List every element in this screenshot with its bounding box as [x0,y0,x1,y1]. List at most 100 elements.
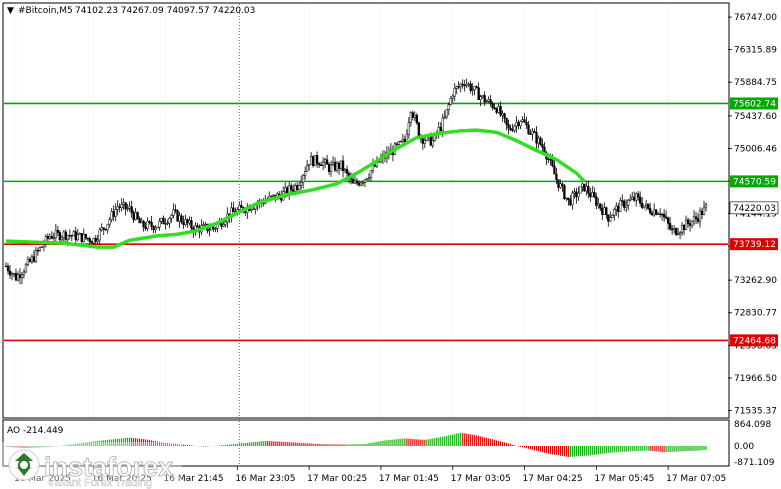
candle-body [515,122,518,127]
candle-body [296,185,299,190]
candle-body [668,223,672,230]
candle-body [607,214,610,222]
candle-body [126,208,129,210]
candle-body [439,127,442,131]
candle-body [222,224,225,227]
candle-body [553,165,556,175]
candle-body [451,95,454,99]
candle-body [581,183,584,188]
candle-body [14,273,18,281]
candle-body [100,227,103,231]
candle-body [593,192,596,197]
candle-body [44,236,48,245]
x-tick-label: 17 Mar 01:45 [379,474,439,484]
candle-body [118,206,121,208]
candle-body [539,137,542,145]
candle-body [214,228,217,230]
y-tick-label: 76747.00 [734,13,777,23]
candle-body [270,195,273,198]
ao-label: AO -214.449 [7,426,64,436]
logo-emblem-icon [8,449,40,481]
candle-body [188,220,191,224]
candle-body [467,83,470,85]
candle-body [331,161,335,165]
x-tick-label: 16 Mar 21:45 [164,474,224,484]
candle-body [305,165,309,172]
candle-body [672,228,676,231]
candle-body [491,102,494,108]
candle-body [571,192,574,205]
candle-body [12,273,16,275]
candle-body [443,116,446,119]
grid [15,4,669,465]
candle-body [86,237,89,240]
candle-body [499,106,502,116]
candle-body [148,221,151,223]
candle-body [315,155,319,164]
candle-body [559,183,562,188]
level-price-tag [730,97,778,110]
y-tick-label: 72830.77 [734,309,777,319]
candle-body [46,236,50,239]
ohlc-readout: 74102.23 74267.09 74097.57 74220.03 [75,6,255,16]
candle-body [80,233,83,242]
candle-body [190,220,193,229]
candle-body [445,109,448,118]
candle-body [112,211,115,217]
candle-body [579,186,582,194]
candle-body [144,226,147,229]
candle-body [501,113,504,116]
level-price-tag [730,175,778,188]
level-price-label: 75602.74 [733,99,776,109]
candle-body [94,238,97,242]
candle-body [18,274,22,279]
candle-body [284,187,287,192]
candle-body [405,134,409,142]
y-tick-label: 74144.19 [734,210,777,220]
candle-body [664,216,668,219]
candle-body [132,212,135,220]
candle-body [184,219,187,225]
candle-body [615,205,618,210]
x-tick-label: 17 Mar 00:25 [307,474,367,484]
candle-body [76,234,79,241]
candle-body [449,97,452,105]
candle-body [309,156,313,165]
candle-body [337,162,341,169]
candle-body [557,179,560,188]
candle-body [62,231,65,238]
candle-body [577,192,580,198]
candle-body [459,83,462,87]
symbol-label: #Bitcoin,M5 [18,6,73,16]
candle-body [401,139,405,142]
candle-body [633,196,636,201]
candle-body [666,217,670,224]
candle-body [537,137,540,144]
candle-body [485,101,488,103]
candle-body [561,183,564,186]
candle-body [164,223,167,225]
candle-body [244,211,247,213]
candle-body [698,210,702,222]
candle-body [674,228,678,235]
candle-body [694,216,698,219]
candle-body [202,224,205,226]
dropdown-arrow-icon[interactable]: ▼ [7,6,14,16]
candle-body [631,196,634,200]
candle-body [415,115,418,124]
price-axis: 76747.00 76315.89 75884.75 75437.60 75006.46… [728,13,777,417]
x-tick-label: 17 Mar 05:45 [594,474,654,484]
candle-body [156,226,159,229]
candle-body [525,122,528,126]
candle-body [639,196,642,204]
level-price-tag [730,334,778,347]
x-tick-label: 17 Mar 03:05 [451,474,511,484]
candle-body [599,203,602,209]
level-price-label: 74570.59 [733,177,776,187]
candle-body [495,108,498,113]
candle-body [130,206,133,213]
candle-body [58,232,61,241]
candle-body [142,220,145,228]
candle-body [24,264,28,273]
candle-body [453,87,456,97]
